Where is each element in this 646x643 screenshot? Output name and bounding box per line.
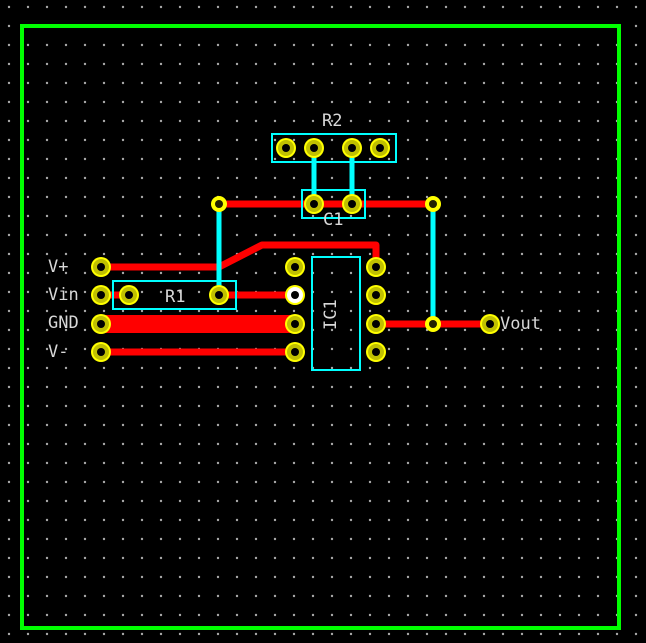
r2-p1 (276, 138, 296, 158)
c1-p2 (342, 194, 362, 214)
hdr-p3 (91, 314, 111, 334)
ic1-p4 (285, 342, 305, 362)
r1-p2 (209, 285, 229, 305)
c1-p1 (304, 194, 324, 214)
ic1-p1 (285, 257, 305, 277)
ic1-p7 (366, 314, 386, 334)
ref-c1: C1 (323, 210, 343, 230)
ref-ic1: IC1 (321, 299, 341, 330)
label-vin: Vin (48, 285, 79, 305)
ic1-p2 (285, 285, 305, 305)
label-vplus: V+ (48, 257, 68, 277)
ref-r2: R2 (322, 111, 342, 131)
hdr-p2 (91, 285, 111, 305)
hdr-p4 (91, 342, 111, 362)
ic1-p8 (366, 342, 386, 362)
out-p1 (480, 314, 500, 334)
via-1 (211, 196, 227, 212)
ic1-p5 (366, 257, 386, 277)
r2-p3 (342, 138, 362, 158)
via-3 (425, 316, 441, 332)
r1-p1 (119, 285, 139, 305)
ic1-p3 (285, 314, 305, 334)
label-vminus: V- (48, 342, 68, 362)
ref-r1: R1 (165, 287, 185, 307)
label-vout: Vout (500, 314, 541, 334)
hdr-p1 (91, 257, 111, 277)
r2-p2 (304, 138, 324, 158)
via-2 (425, 196, 441, 212)
ic1-p6 (366, 285, 386, 305)
r2-p4 (370, 138, 390, 158)
label-gnd: GND (48, 313, 79, 333)
pcb-canvas: V+ Vin GND V- Vout R1 R2 C1 IC1 (0, 0, 646, 643)
